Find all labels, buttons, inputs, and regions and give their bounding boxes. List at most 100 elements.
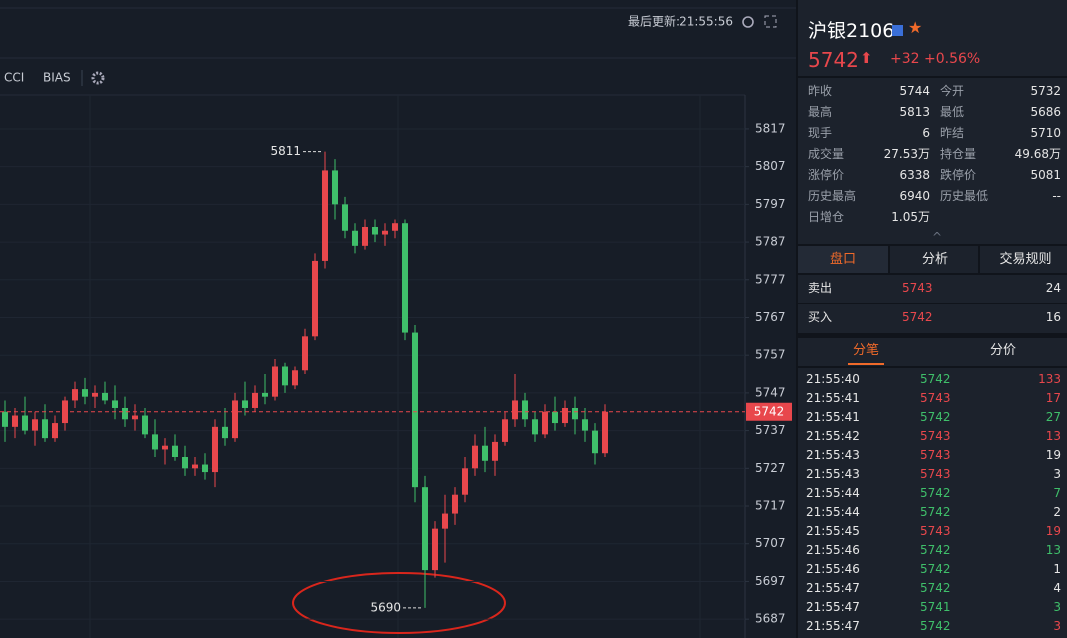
trade-tab[interactable]: 分价 xyxy=(990,343,1017,358)
stat-label: 涨停价 xyxy=(808,168,845,182)
trade-tab[interactable]: 分笔 xyxy=(853,343,880,358)
candle-body xyxy=(432,528,438,571)
candle-body xyxy=(92,392,98,397)
book-price: 5742 xyxy=(902,310,933,324)
settings-icon[interactable] xyxy=(91,71,105,85)
candle-body xyxy=(532,419,538,435)
trade-price: 5743 xyxy=(920,429,951,443)
divider xyxy=(798,303,1067,304)
trade-price: 5743 xyxy=(920,524,951,538)
trade-volume: 3 xyxy=(1053,467,1061,481)
indicator[interactable]: BIAS xyxy=(43,71,71,85)
candle-body xyxy=(572,407,578,420)
stat-value: 1.05万 xyxy=(891,210,930,224)
trade-volume: 2 xyxy=(1053,505,1061,519)
last-update: 21:55:56 xyxy=(679,15,733,29)
divider xyxy=(798,366,1067,368)
trade-volume: 3 xyxy=(1053,600,1061,614)
stat-label: 最低 xyxy=(940,105,965,119)
star-icon[interactable]: ★ xyxy=(908,18,923,37)
y-tick-label: 5757 xyxy=(755,348,786,362)
candle-body xyxy=(552,411,558,424)
trade-price: 5741 xyxy=(920,600,951,614)
fullscreen-icon[interactable] xyxy=(764,15,777,28)
candle-body xyxy=(192,464,198,469)
trade-volume: 133 xyxy=(1038,372,1061,386)
candle-body xyxy=(472,445,478,469)
divider xyxy=(798,76,1067,78)
candle-body xyxy=(242,400,248,408)
y-tick-label: 5697 xyxy=(755,574,786,588)
y-tick-label: 5797 xyxy=(755,197,786,211)
candle-body xyxy=(382,230,388,235)
instrument-name: 沪银2106 xyxy=(808,20,895,42)
trade-price: 5743 xyxy=(920,448,951,462)
candle-body xyxy=(252,392,258,408)
candle-body xyxy=(142,415,148,435)
candle-body xyxy=(202,464,208,473)
trade-time: 21:55:44 xyxy=(806,505,860,519)
trade-volume: 13 xyxy=(1045,429,1061,443)
book-side: 买入 xyxy=(808,310,833,324)
tab[interactable]: 分析 xyxy=(888,246,980,273)
candle-body xyxy=(392,223,398,231)
candle-body xyxy=(582,419,588,431)
stat-label: 历史最高 xyxy=(808,189,857,203)
annotation: 5811 xyxy=(270,144,301,158)
indicator[interactable]: CCI xyxy=(4,71,24,85)
trade-price: 5742 xyxy=(920,581,951,595)
divider xyxy=(798,244,1067,246)
candle-body xyxy=(562,407,568,424)
candle-body xyxy=(592,430,598,454)
stat-label: 昨收 xyxy=(808,84,833,98)
stat-label: 历史最低 xyxy=(940,189,989,203)
candle-body xyxy=(272,366,278,397)
book-volume: 16 xyxy=(1045,310,1061,324)
stat-label: 日增仓 xyxy=(808,210,845,224)
tab[interactable]: 交易规则 xyxy=(978,246,1067,273)
candle-body xyxy=(292,370,298,386)
candle-body xyxy=(452,494,458,514)
stat-value: 5744 xyxy=(899,84,930,98)
candle-body xyxy=(342,204,348,231)
stat-value: 5732 xyxy=(1030,84,1061,98)
candle-body xyxy=(162,445,168,450)
candle-body xyxy=(602,411,608,454)
change: +32 xyxy=(890,51,920,67)
y-tick-label: 5747 xyxy=(755,385,786,399)
candle-body xyxy=(2,411,8,427)
highlight-circle xyxy=(292,572,506,634)
trade-time: 21:55:46 xyxy=(806,543,860,557)
refresh-icon[interactable] xyxy=(742,16,754,28)
candle-body xyxy=(262,392,268,397)
stat-value: 6 xyxy=(922,126,930,140)
trade-volume: 19 xyxy=(1045,448,1061,462)
stat-label: 持仓量 xyxy=(940,147,977,161)
stat-label: 成交量 xyxy=(808,147,845,161)
trade-time: 21:55:44 xyxy=(806,486,860,500)
y-tick-label: 5767 xyxy=(755,310,786,324)
book-side: 卖出 xyxy=(808,281,833,295)
badge-icon xyxy=(892,25,903,36)
stat-value: 6940 xyxy=(899,189,930,203)
candle-body xyxy=(362,226,368,246)
stat-label: 现手 xyxy=(808,126,833,140)
trade-time: 21:55:41 xyxy=(806,410,860,424)
candle-body xyxy=(152,434,158,450)
trade-price: 5742 xyxy=(920,543,951,557)
stat-value: 5710 xyxy=(1030,126,1061,140)
stat-label: 最高 xyxy=(808,105,833,119)
stat-value: -- xyxy=(1052,189,1061,203)
candle-body xyxy=(482,445,488,461)
tab[interactable]: 盘口 xyxy=(798,246,888,273)
stat-label: 昨结 xyxy=(940,126,965,140)
stat-value: 6338 xyxy=(899,168,930,182)
divider xyxy=(798,273,1067,275)
y-tick-label: 5727 xyxy=(755,461,786,475)
tab-underline xyxy=(848,363,884,365)
stat-value: 49.68万 xyxy=(1014,147,1061,161)
candle-body xyxy=(442,513,448,529)
collapse-caret[interactable]: ^ xyxy=(932,230,943,244)
candle-body xyxy=(22,415,28,431)
stat-value: 5686 xyxy=(1030,105,1061,119)
